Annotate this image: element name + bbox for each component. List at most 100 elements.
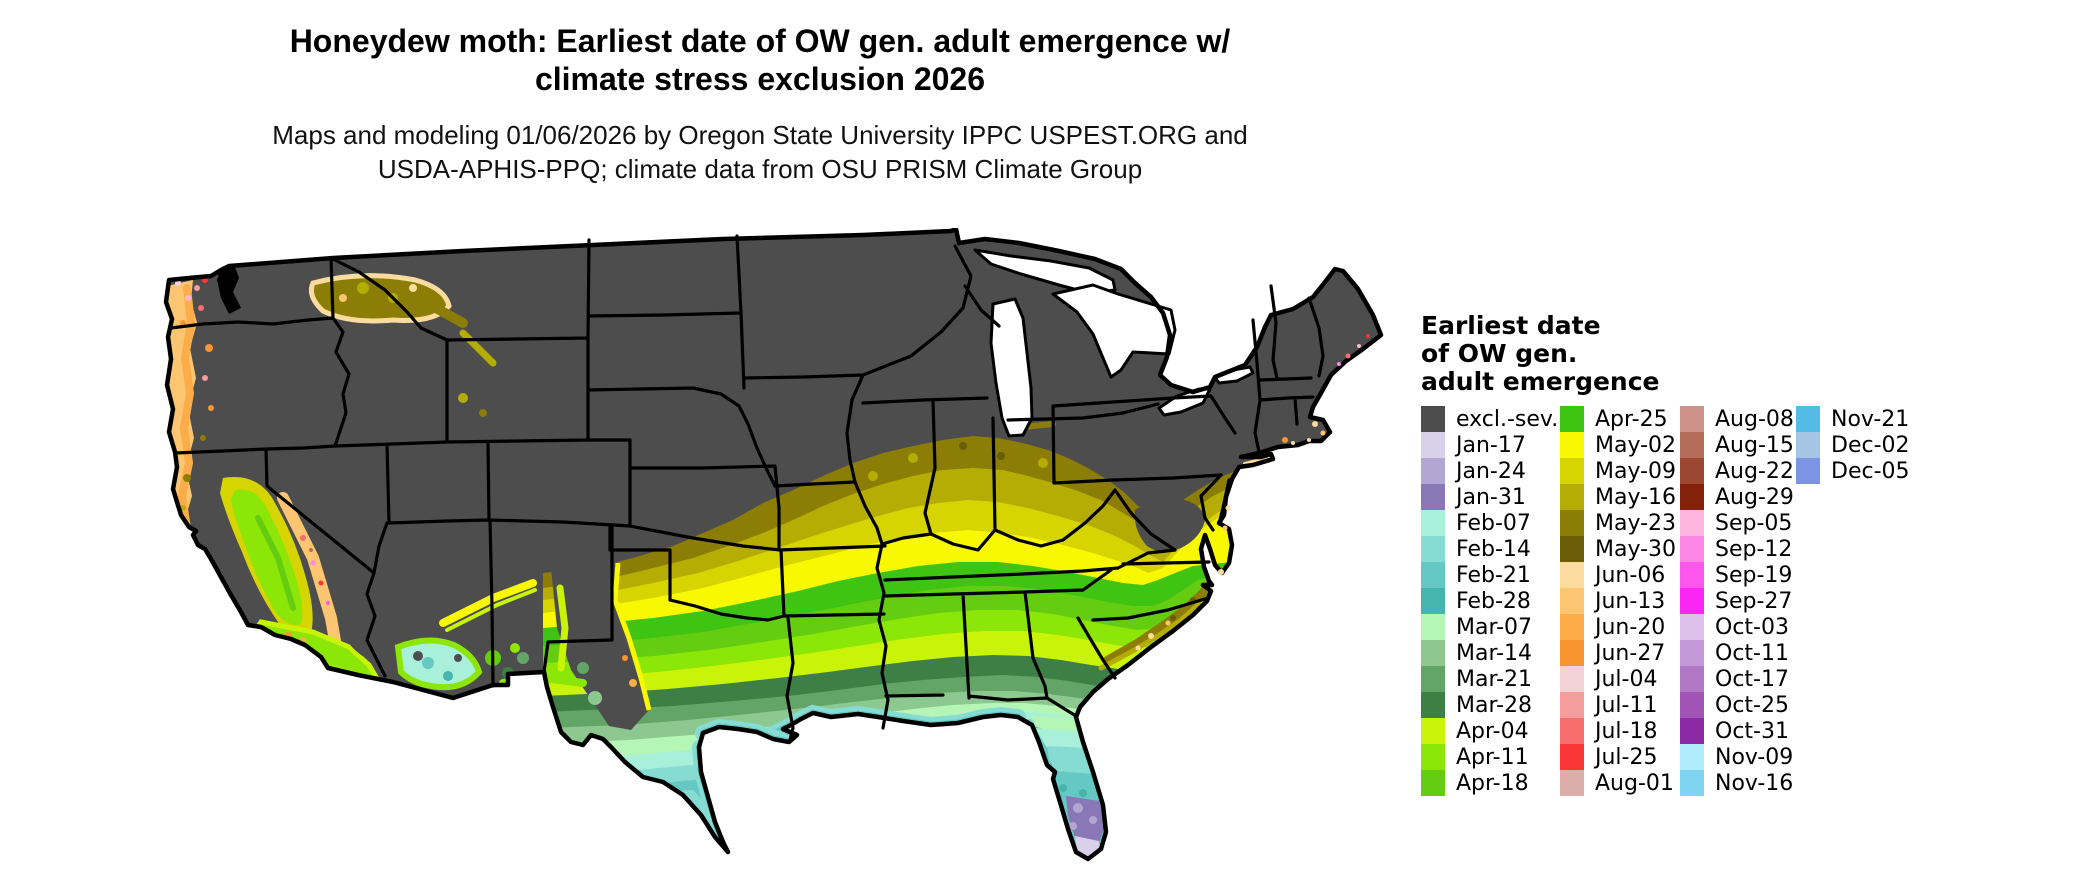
legend-swatch <box>1680 484 1704 510</box>
legend-item-label: Jun-20 <box>1595 614 1666 640</box>
legend-swatch <box>1680 458 1704 484</box>
legend-item: Jun-20 <box>1560 614 1676 640</box>
legend-item-label: Dec-05 <box>1831 458 1910 484</box>
fl-band-feb-07 <box>1035 728 1087 750</box>
us-map <box>163 228 1403 890</box>
legend-item-label: Jan-17 <box>1456 432 1526 458</box>
page-title-line2: climate stress exclusion 2026 <box>534 61 986 97</box>
legend-title-line2: of OW gen. <box>1421 339 1578 368</box>
legend-item: Sep-12 <box>1680 536 1794 562</box>
legend-item-label: Mar-21 <box>1456 666 1533 692</box>
legend-item-label: Nov-16 <box>1715 770 1794 796</box>
legend-swatch <box>1560 510 1584 536</box>
legend-swatch <box>1560 484 1584 510</box>
legend-swatch <box>1421 406 1445 432</box>
legend-swatch <box>1421 536 1445 562</box>
legend-swatch <box>1680 562 1704 588</box>
legend-item-label: Jul-04 <box>1595 666 1658 692</box>
legend-swatch <box>1560 588 1584 614</box>
legend-item: Jul-11 <box>1560 692 1676 718</box>
us-outline <box>163 228 1384 862</box>
legend-item: Apr-25 <box>1560 406 1676 432</box>
legend-swatch <box>1680 432 1704 458</box>
legend-item-label: Mar-28 <box>1456 692 1533 718</box>
legend-item-label: Dec-02 <box>1831 432 1910 458</box>
legend-swatch <box>1680 692 1704 718</box>
legend-item: Jun-06 <box>1560 562 1676 588</box>
legend-item: Aug-22 <box>1680 458 1794 484</box>
ca-valley-core <box>255 515 296 611</box>
idaho-streak2 <box>459 329 497 367</box>
legend-item-label: Feb-21 <box>1456 562 1531 588</box>
legend-swatch <box>1796 406 1820 432</box>
legend-swatch <box>1796 458 1820 484</box>
legend-item-label: Apr-25 <box>1595 406 1668 432</box>
idaho-streak1 <box>413 293 468 328</box>
legend-item: Oct-11 <box>1680 640 1794 666</box>
legend-item-label: Jul-11 <box>1595 692 1658 718</box>
legend-title-line3: adult emergence <box>1421 367 1660 396</box>
legend-item: May-23 <box>1560 510 1676 536</box>
legend-item-label: Jul-18 <box>1595 718 1658 744</box>
legend-item: Dec-05 <box>1796 458 1910 484</box>
legend-item-label: Aug-15 <box>1715 432 1794 458</box>
legend-swatch <box>1796 432 1820 458</box>
legend-swatch <box>1560 614 1584 640</box>
legend-item-label: Feb-28 <box>1456 588 1531 614</box>
legend-item: Sep-19 <box>1680 562 1794 588</box>
arizona-new-mexico-dots <box>413 643 637 705</box>
legend-column-3: Aug-08 Aug-15 Aug-22 Aug-29 Sep-05 Sep-12 Sep-… <box>1680 406 1794 796</box>
page-subtitle: Maps and modeling 01/06/2026 by Oregon S… <box>150 118 1370 186</box>
legend-swatch <box>1421 666 1445 692</box>
legend-item: Feb-07 <box>1421 510 1558 536</box>
fl-band-feb-21 <box>1056 771 1100 803</box>
legend-item: May-16 <box>1560 484 1676 510</box>
legend-item-label: May-09 <box>1595 458 1677 484</box>
region-appalachian-plateau-excluded <box>1134 498 1205 552</box>
legend-swatch <box>1421 692 1445 718</box>
legend-swatch <box>1680 406 1704 432</box>
florida-mottle-dots <box>1059 784 1097 830</box>
us-map-svg <box>163 228 1384 862</box>
fringe-eastern-washington <box>308 273 452 324</box>
legend-item-label: May-30 <box>1595 536 1677 562</box>
legend-item-label: Aug-01 <box>1595 770 1674 796</box>
legend-item-label: May-02 <box>1595 432 1677 458</box>
state-borders <box>169 234 1325 742</box>
legend-item-label: Aug-08 <box>1715 406 1794 432</box>
legend: Earliest date of OW gen. adult emergence… <box>1421 312 1981 806</box>
legend-item: Aug-15 <box>1680 432 1794 458</box>
legend-item-label: Jul-25 <box>1595 744 1658 770</box>
legend-item: Aug-08 <box>1680 406 1794 432</box>
legend-swatch <box>1421 484 1445 510</box>
legend-item-label: Nov-09 <box>1715 744 1794 770</box>
legend-item-label: Feb-14 <box>1456 536 1531 562</box>
legend-swatch <box>1421 770 1445 796</box>
legend-item: Jan-31 <box>1421 484 1558 510</box>
lake-huron <box>1051 283 1177 379</box>
legend-swatch <box>1421 640 1445 666</box>
legend-item-label: Mar-14 <box>1456 640 1533 666</box>
legend-item: Sep-05 <box>1680 510 1794 536</box>
legend-swatch <box>1560 666 1584 692</box>
legend-item-label: May-23 <box>1595 510 1677 536</box>
legend-column-4: Nov-21 Dec-02 Dec-05 <box>1796 406 1910 484</box>
legend-swatch <box>1421 510 1445 536</box>
legend-item-label: Aug-22 <box>1715 458 1794 484</box>
legend-item: Nov-09 <box>1680 744 1794 770</box>
legend-item-label: Jun-06 <box>1595 562 1666 588</box>
legend-swatch <box>1421 588 1445 614</box>
legend-swatch <box>1421 458 1445 484</box>
legend-item-label: Apr-11 <box>1456 744 1529 770</box>
page-title: Honeydew moth: Earliest date of OW gen. … <box>150 22 1370 98</box>
legend-item: Jul-25 <box>1560 744 1676 770</box>
rio-grande-valley-streak <box>556 584 569 672</box>
legend-title-line1: Earliest date <box>1421 311 1601 340</box>
legend-item: Dec-02 <box>1796 432 1910 458</box>
mogollon-rim-streak2 <box>445 588 537 632</box>
legend-item-label: Oct-17 <box>1715 666 1789 692</box>
appalachian-ridge-streak2 <box>1098 601 1202 671</box>
legend-item-label: Nov-21 <box>1831 406 1910 432</box>
legend-columns: excl.-sev. Jan-17 Jan-24 Jan-31 Feb-07 Feb-14… <box>1421 406 1981 806</box>
legend-swatch <box>1680 588 1704 614</box>
